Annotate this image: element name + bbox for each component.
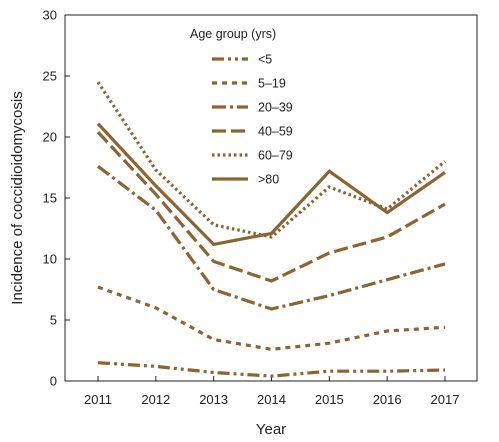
y-axis: 0 5 10 15 20 25 30 (43, 8, 70, 389)
y-tick-label: 20 (43, 130, 57, 145)
x-tick-label: 2016 (373, 392, 402, 407)
legend-label: 20–39 (258, 101, 293, 115)
series-line (96, 81, 447, 239)
x-tick-label: 2013 (199, 392, 228, 407)
y-tick-label: 0 (50, 374, 57, 389)
series-line (97, 165, 446, 311)
series-line (97, 285, 446, 351)
legend-label: 40–59 (258, 125, 293, 139)
y-tick-label: 10 (43, 252, 57, 267)
plot-frame (64, 14, 478, 382)
legend: Age group (yrs) <5 5–19 20–39 40–59 60–79 >80 (190, 27, 293, 187)
legend-label: 60–79 (258, 149, 293, 163)
legend-label: 5–19 (258, 77, 286, 91)
y-axis-title: Incidence of coccidioidomycosis (9, 91, 26, 304)
legend-label: >80 (258, 173, 279, 187)
series-lines (96, 81, 447, 378)
x-axis: 2011 2012 2013 2014 2015 2016 2017 (84, 376, 459, 407)
x-axis-title: Year (256, 421, 286, 438)
legend-label: <5 (258, 53, 272, 67)
x-tick-label: 2015 (315, 392, 344, 407)
y-tick-label: 15 (43, 191, 57, 206)
y-tick-label: 5 (50, 313, 57, 328)
x-tick-label: 2014 (257, 392, 286, 407)
series-line (96, 122, 446, 247)
series-line (97, 361, 446, 378)
legend-title: Age group (yrs) (190, 27, 276, 41)
x-tick-label: 2011 (84, 392, 112, 407)
y-tick-label: 30 (43, 8, 57, 23)
x-tick-label: 2017 (431, 392, 460, 407)
series-line (96, 131, 446, 283)
y-tick-label: 25 (43, 69, 57, 84)
x-tick-label: 2012 (141, 392, 170, 407)
